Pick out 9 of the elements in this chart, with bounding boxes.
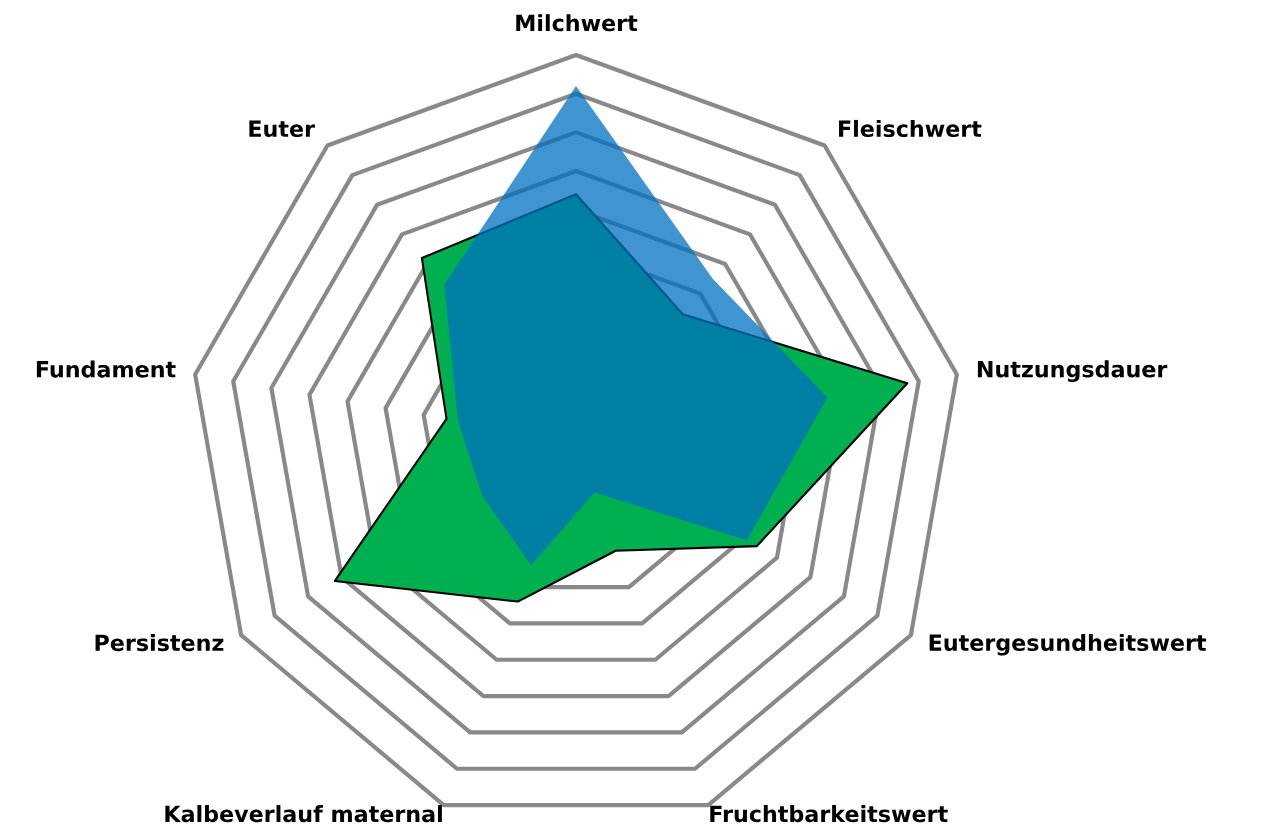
spoke-label: Fruchtbarkeitswert xyxy=(710,805,948,823)
spoke-label: Persistenz xyxy=(95,633,224,652)
spoke-label: Fundament xyxy=(36,360,176,378)
spoke-label: Milchwert xyxy=(516,14,638,32)
spoke-label: Euter xyxy=(249,120,315,138)
spoke-label: Fleischwert xyxy=(839,119,982,138)
spoke-label: Kalbeverlauf maternal xyxy=(165,805,442,823)
spoke-label: Nutzungsdauer xyxy=(977,360,1168,383)
spoke-label: Eutergesundheitswert xyxy=(929,633,1207,656)
